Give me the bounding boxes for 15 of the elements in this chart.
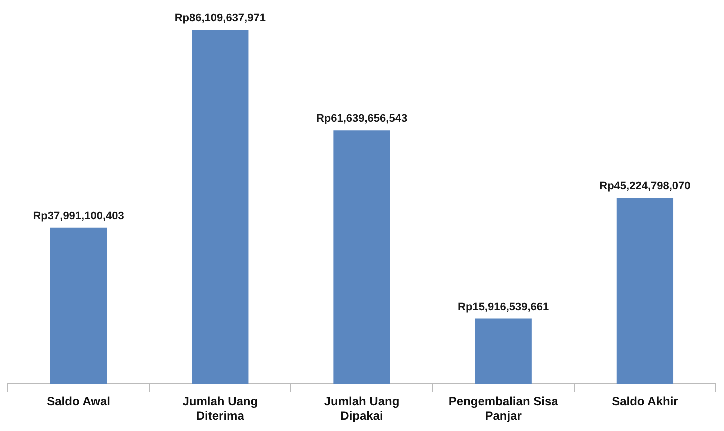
bar [50,228,108,384]
data-label: Rp61,639,656,543 [316,113,408,126]
bar [616,198,674,384]
x-tick-label: Jumlah Uang Diterima [182,394,258,424]
data-label: Rp86,109,637,971 [174,12,266,25]
x-tick-label: Saldo Awal [47,394,110,409]
data-label: Rp15,916,539,661 [458,301,550,314]
bar [334,130,390,384]
bar [192,30,249,384]
x-tick-label: Pengembalian Sisa Panjar [448,394,559,424]
x-tick-label: Jumlah Uang Dipakai [324,394,400,424]
data-label: Rp45,224,798,070 [600,180,691,193]
data-label: Rp37,991,100,403 [33,210,124,222]
bar [475,318,532,384]
x-tick-label: Saldo Akhir [612,394,679,409]
